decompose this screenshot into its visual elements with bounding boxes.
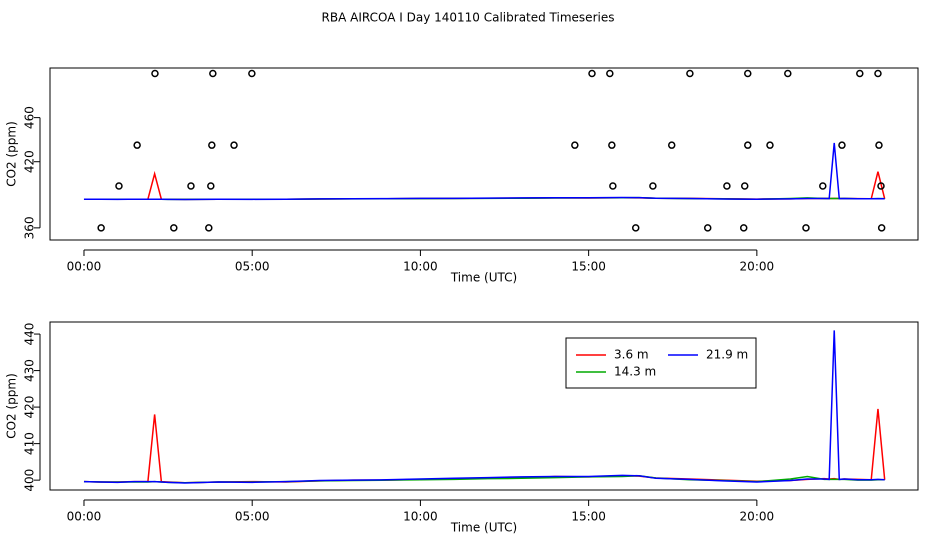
- data-point: [151, 69, 159, 78]
- x-tick-label: 00:00: [67, 510, 102, 524]
- data-point: [97, 224, 105, 232]
- data-point: [877, 224, 886, 232]
- x-tick-label: 15:00: [571, 510, 606, 524]
- data-point: [667, 141, 676, 149]
- plot-frame: [49, 67, 919, 241]
- data-point: [874, 69, 882, 78]
- data-point: [744, 141, 752, 149]
- data-point: [686, 69, 694, 78]
- y-tick-label: 420: [23, 396, 37, 419]
- data-point: [209, 69, 217, 78]
- y-axis-label: CO2 (ppm): [5, 121, 19, 187]
- data-point: [609, 182, 617, 190]
- data-point: [744, 69, 752, 78]
- data-point: [230, 141, 238, 149]
- x-axis-label: Time (UTC): [450, 521, 517, 535]
- data-point: [739, 224, 748, 232]
- data-point: [784, 69, 792, 78]
- y-tick-label: 410: [23, 432, 37, 455]
- series-line: [83, 142, 885, 201]
- data-point: [723, 182, 731, 190]
- x-tick-label: 20:00: [740, 260, 775, 274]
- x-axis-label: Time (UTC): [450, 271, 517, 285]
- legend-label: 14.3 m: [614, 365, 656, 379]
- x-tick-label: 00:00: [67, 260, 102, 274]
- plot-frame: [49, 321, 919, 491]
- data-point: [170, 224, 178, 232]
- x-tick-label: 10:00: [403, 510, 438, 524]
- y-tick-label: 440: [23, 323, 37, 346]
- data-point: [571, 141, 579, 149]
- legend-label: 21.9 m: [706, 348, 748, 362]
- series-line: [83, 330, 885, 484]
- legend-label: 3.6 m: [614, 348, 649, 362]
- data-point: [208, 141, 216, 149]
- y-tick-label: 430: [23, 359, 37, 382]
- data-point: [740, 182, 749, 190]
- data-point: [649, 182, 657, 190]
- data-point: [766, 141, 774, 149]
- data-point: [819, 182, 827, 190]
- data-point: [856, 69, 864, 78]
- data-point: [207, 182, 215, 190]
- data-point: [115, 182, 123, 190]
- x-tick-label: 20:00: [740, 510, 775, 524]
- data-point: [703, 224, 712, 232]
- data-point: [606, 69, 614, 78]
- data-point: [838, 141, 846, 149]
- series-line: [83, 408, 886, 484]
- y-tick-label: 360: [23, 216, 37, 239]
- legend-box: [565, 337, 757, 389]
- x-tick-label: 10:00: [403, 260, 438, 274]
- data-point: [631, 224, 640, 232]
- chart-title: RBA AIRCOA I Day 140110 Calibrated Times…: [322, 11, 615, 25]
- data-point: [608, 141, 616, 149]
- data-point: [802, 224, 810, 232]
- x-tick-label: 15:00: [571, 260, 606, 274]
- x-tick-label: 05:00: [235, 260, 270, 274]
- y-tick-label: 420: [23, 150, 37, 173]
- y-axis-label: CO2 (ppm): [5, 373, 19, 439]
- x-tick-label: 05:00: [235, 510, 270, 524]
- data-point: [187, 182, 195, 190]
- data-point: [133, 141, 141, 149]
- data-point: [205, 224, 213, 232]
- data-point: [248, 69, 256, 78]
- data-point: [588, 69, 596, 78]
- y-tick-label: 400: [23, 469, 37, 492]
- y-tick-label: 460: [23, 106, 37, 129]
- data-point: [875, 141, 883, 149]
- series-line: [83, 170, 886, 201]
- data-point: [877, 182, 885, 190]
